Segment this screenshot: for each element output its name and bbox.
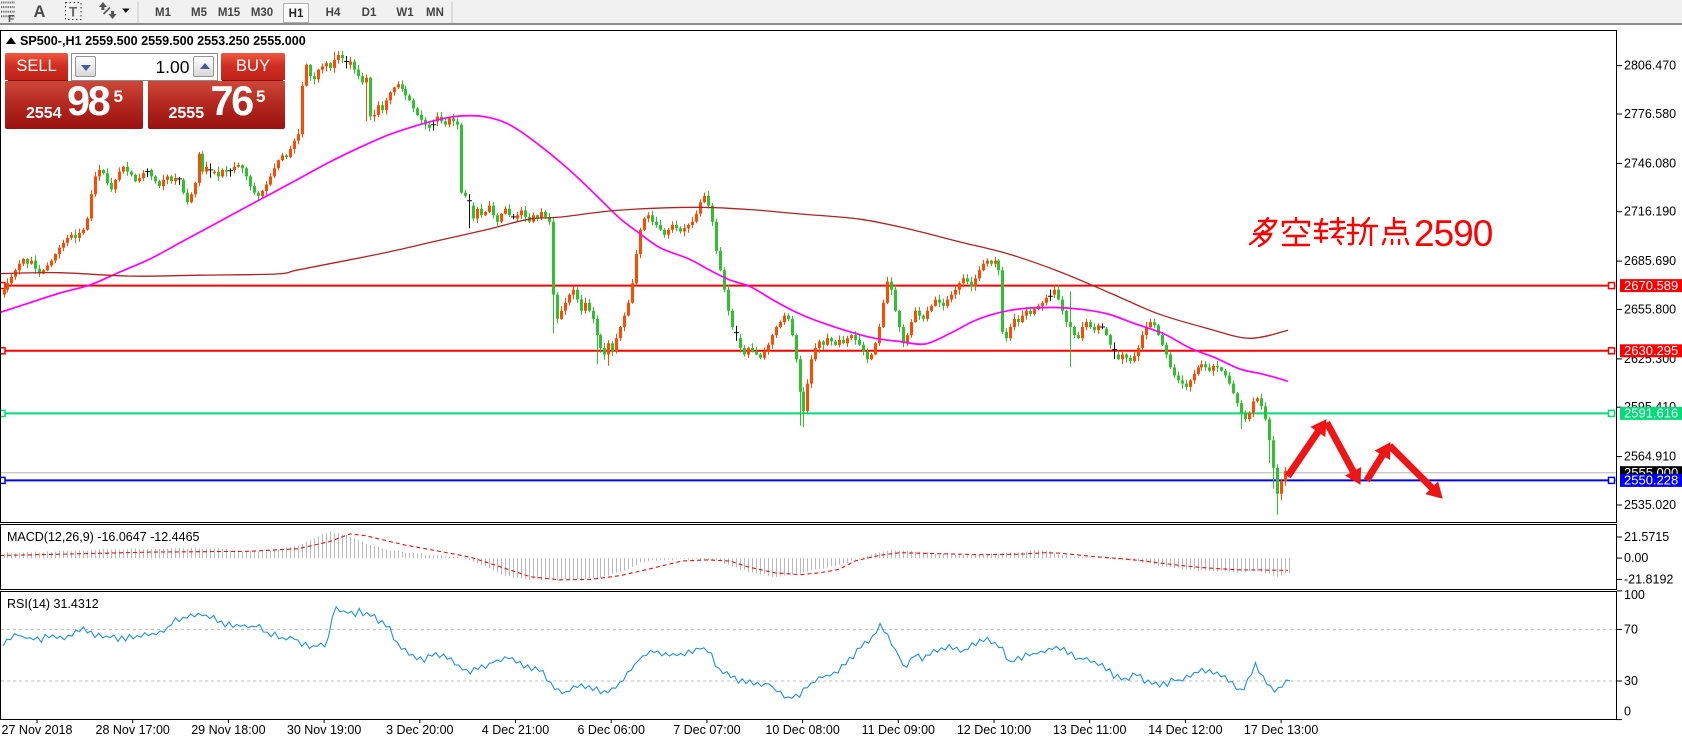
- svg-text:21.5715: 21.5715: [1624, 530, 1669, 544]
- svg-text:F: F: [8, 13, 15, 25]
- svg-text:6 Dec 06:00: 6 Dec 06:00: [577, 723, 644, 737]
- svg-text:T: T: [69, 5, 78, 20]
- svg-text:3 Dec 20:00: 3 Dec 20:00: [386, 723, 453, 737]
- svg-text:2630.295: 2630.295: [1624, 343, 1678, 358]
- svg-text:10 Dec 08:00: 10 Dec 08:00: [765, 723, 839, 737]
- svg-text:0.00: 0.00: [1624, 551, 1648, 565]
- svg-text:17 Dec 13:00: 17 Dec 13:00: [1244, 723, 1318, 737]
- svg-text:100: 100: [1624, 588, 1645, 602]
- svg-text:4 Dec 21:00: 4 Dec 21:00: [482, 723, 549, 737]
- svg-text:2716.190: 2716.190: [1624, 205, 1676, 219]
- svg-text:A: A: [34, 3, 46, 21]
- svg-text:30: 30: [1624, 674, 1638, 688]
- svg-text:2550.228: 2550.228: [1624, 473, 1678, 488]
- svg-text:13 Dec 11:00: 13 Dec 11:00: [1053, 723, 1126, 737]
- svg-text:30 Nov 19:00: 30 Nov 19:00: [287, 723, 361, 737]
- svg-text:27 Nov 2018: 27 Nov 2018: [2, 723, 73, 737]
- svg-text:2670.589: 2670.589: [1624, 278, 1678, 293]
- svg-text:2746.080: 2746.080: [1624, 156, 1676, 170]
- svg-text:SP500-,H1 2559.500 2559.500 2: SP500-,H1 2559.500 2559.500 2553.250 255…: [20, 34, 306, 48]
- svg-text:0: 0: [1624, 705, 1631, 719]
- svg-text:-21.8192: -21.8192: [1624, 572, 1673, 586]
- svg-text:2590: 2590: [1414, 213, 1493, 254]
- svg-text:12 Dec 10:00: 12 Dec 10:00: [957, 723, 1031, 737]
- svg-text:2685.690: 2685.690: [1624, 254, 1676, 268]
- svg-text:2591.616: 2591.616: [1624, 406, 1678, 421]
- svg-text:28 Nov 17:00: 28 Nov 17:00: [96, 723, 170, 737]
- svg-text:2655.800: 2655.800: [1624, 303, 1676, 317]
- svg-text:MACD(12,26,9) -16.0647 -12.446: MACD(12,26,9) -16.0647 -12.4465: [7, 530, 200, 544]
- svg-text:7 Dec 07:00: 7 Dec 07:00: [673, 723, 740, 737]
- svg-text:14 Dec 12:00: 14 Dec 12:00: [1148, 723, 1222, 737]
- svg-text:2806.470: 2806.470: [1624, 59, 1676, 73]
- svg-text:29 Nov 18:00: 29 Nov 18:00: [191, 723, 265, 737]
- svg-text:RSI(14) 31.4312: RSI(14) 31.4312: [7, 597, 99, 611]
- svg-text:2564.910: 2564.910: [1624, 450, 1676, 464]
- svg-text:11 Dec 09:00: 11 Dec 09:00: [862, 723, 935, 737]
- svg-text:2776.580: 2776.580: [1624, 107, 1676, 121]
- svg-text:2535.020: 2535.020: [1624, 498, 1676, 512]
- svg-text:70: 70: [1624, 623, 1638, 637]
